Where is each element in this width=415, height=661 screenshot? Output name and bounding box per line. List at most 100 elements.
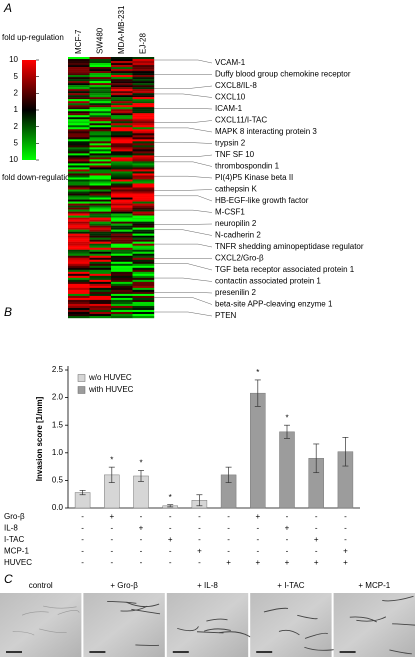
heatmap-cell [111,279,133,283]
condition-sign: - [256,547,259,556]
heatmap-cell [111,293,133,297]
heatmap-cell [111,207,133,210]
condition-sign: - [198,558,201,567]
heatmap-cell [68,95,90,98]
heatmap-cell [132,69,155,72]
heatmap-cell [89,199,112,202]
cell-outline [297,614,318,620]
heatmap-cell [111,157,133,160]
heatmap-cell [89,211,112,214]
heatmap-cell [68,249,90,252]
heatmap-cell [111,289,133,293]
condition-sign: - [140,547,143,556]
heatmap-cell [89,225,112,228]
heatmap-cell [132,131,155,134]
cell-outline [126,601,160,608]
heatmap-cell [68,177,90,180]
heatmap-cell [111,109,133,112]
condition-sign: + [168,535,173,544]
heatmap-cell [111,145,133,148]
heatmap-cell [68,231,90,234]
heatmap-cell [111,297,133,301]
condition-sign: + [255,558,260,567]
heatmap-cell [111,69,133,72]
heatmap-cell [132,315,155,319]
heatmap-cell [111,115,133,118]
heatmap-cell [132,113,155,116]
heatmap-cell [68,137,90,140]
cell-outline [107,600,137,604]
heatmap-cell [132,281,155,285]
heatmap-cell [89,223,112,226]
heatmap-cell [132,273,155,277]
heatmap-cell [89,153,112,156]
heatmap-cell [132,199,155,202]
micrograph [83,593,165,657]
condition-sign: - [169,547,172,556]
y-tick-label: 0.0 [52,503,64,512]
heatmap-cell [68,261,90,264]
heatmap-cell [111,105,133,108]
heatmap-cell [111,79,133,82]
heatmap-cell [111,147,133,150]
heatmap-cell [111,167,133,170]
heatmap-cell [89,177,112,180]
micrograph [250,593,332,657]
heatmap-cell [111,195,133,198]
heatmap-cell [132,93,155,96]
heatmap-cell [68,171,90,174]
heatmap-cell [111,209,133,212]
heatmap-cell [111,135,133,138]
heatmap-cell [68,179,90,182]
heatmap-cell [111,295,133,299]
scale-tick-label: 2 [14,122,19,131]
heatmap-cell [89,309,112,313]
condition-sign: + [255,512,260,521]
heatmap-cell [132,197,155,200]
heatmap-cell [132,263,155,266]
heatmap-cell [111,61,133,64]
heatmap-cell [111,191,133,194]
heatmap-cell [68,199,90,202]
heatmap-cell [132,159,155,162]
heatmap-cell [111,249,133,252]
heatmap-cell [132,295,155,299]
heatmap-cell [89,297,112,301]
heatmap-cell [89,129,112,132]
heatmap-cell [68,195,90,198]
bar [250,392,266,509]
heatmap-cell [89,121,112,124]
heatmap-cell [111,227,133,230]
heatmap-cell [132,95,155,98]
heatmap-cell [68,271,90,275]
condition-sign: - [140,535,143,544]
gene-label: contactin associated protein 1 [215,277,321,286]
heatmap-cell [68,85,90,88]
heatmap-cell [111,127,133,130]
heatmap-cell [89,169,112,172]
scale-tick-label: 10 [9,155,18,164]
heatmap-cell [89,269,112,273]
gene-label: CXCL2/Gro-β [215,254,264,263]
condition-name: Gro-β [4,512,25,521]
heatmap-cell [68,227,90,230]
heatmap-cell [132,77,155,80]
heatmap-cell [68,127,90,130]
significance-mark: * [169,493,172,502]
heatmap-cell [68,225,90,228]
heatmap-cell [68,69,90,72]
heatmap-cell [132,253,155,256]
heatmap-cell [111,143,133,146]
heatmap-cell [68,217,90,220]
heatmap-cell [89,137,112,140]
heatmap-cell [68,185,90,188]
condition-sign: - [286,512,289,521]
heatmap-cell [89,139,112,142]
condition-sign: - [110,558,113,567]
heatmap-cell [111,99,133,102]
heatmap-cell [111,123,133,126]
gene-label: TNFR shedding aminopeptidase regulator [215,242,364,251]
heatmap-cell [89,145,112,148]
heatmap-cell [89,183,112,186]
heatmap-cell [111,271,133,275]
